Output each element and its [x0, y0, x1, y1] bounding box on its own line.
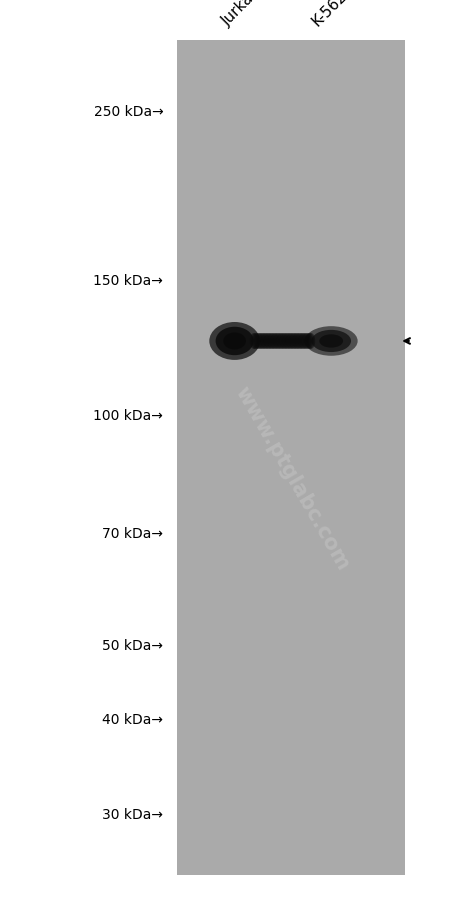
Ellipse shape	[253, 334, 262, 350]
Ellipse shape	[302, 334, 310, 350]
Ellipse shape	[263, 334, 271, 350]
Ellipse shape	[305, 334, 313, 350]
Ellipse shape	[299, 334, 307, 350]
Ellipse shape	[296, 334, 304, 350]
Ellipse shape	[264, 334, 272, 350]
Ellipse shape	[286, 334, 294, 350]
Ellipse shape	[304, 327, 357, 356]
Ellipse shape	[303, 334, 312, 350]
Ellipse shape	[267, 334, 275, 350]
Ellipse shape	[295, 334, 303, 350]
Ellipse shape	[277, 334, 285, 350]
Ellipse shape	[281, 334, 290, 350]
Ellipse shape	[297, 334, 306, 350]
Text: K-562: K-562	[308, 0, 349, 29]
Text: 50 kDa→: 50 kDa→	[102, 639, 163, 652]
Ellipse shape	[252, 334, 260, 350]
Ellipse shape	[268, 334, 276, 350]
Ellipse shape	[255, 334, 263, 350]
Text: 30 kDa→: 30 kDa→	[102, 807, 163, 822]
Ellipse shape	[269, 334, 278, 350]
Ellipse shape	[283, 334, 291, 350]
Ellipse shape	[273, 334, 281, 350]
Ellipse shape	[274, 334, 282, 350]
Text: 40 kDa→: 40 kDa→	[102, 713, 163, 726]
Ellipse shape	[289, 334, 297, 350]
Text: 70 kDa→: 70 kDa→	[102, 527, 163, 540]
Ellipse shape	[251, 334, 259, 350]
Ellipse shape	[284, 334, 292, 350]
Text: 250 kDa→: 250 kDa→	[93, 105, 163, 119]
Ellipse shape	[306, 334, 314, 350]
Ellipse shape	[279, 334, 287, 350]
Ellipse shape	[311, 330, 350, 353]
Text: www.ptglabc.com: www.ptglabc.com	[231, 382, 352, 574]
Ellipse shape	[280, 334, 288, 350]
Text: Jurkat: Jurkat	[219, 0, 261, 29]
Text: 150 kDa→: 150 kDa→	[93, 274, 163, 288]
Ellipse shape	[271, 334, 280, 350]
Ellipse shape	[209, 323, 259, 361]
Ellipse shape	[257, 334, 265, 350]
Ellipse shape	[301, 334, 309, 350]
Ellipse shape	[287, 334, 296, 350]
Ellipse shape	[223, 333, 246, 350]
Ellipse shape	[259, 334, 268, 350]
Ellipse shape	[261, 334, 269, 350]
FancyBboxPatch shape	[177, 41, 404, 875]
Ellipse shape	[291, 334, 300, 350]
Ellipse shape	[258, 334, 266, 350]
Text: 100 kDa→: 100 kDa→	[93, 409, 163, 422]
Ellipse shape	[290, 334, 298, 350]
Ellipse shape	[265, 334, 274, 350]
Ellipse shape	[249, 334, 257, 350]
Ellipse shape	[293, 334, 302, 350]
Ellipse shape	[319, 335, 342, 348]
Ellipse shape	[275, 334, 284, 350]
Ellipse shape	[215, 327, 253, 355]
